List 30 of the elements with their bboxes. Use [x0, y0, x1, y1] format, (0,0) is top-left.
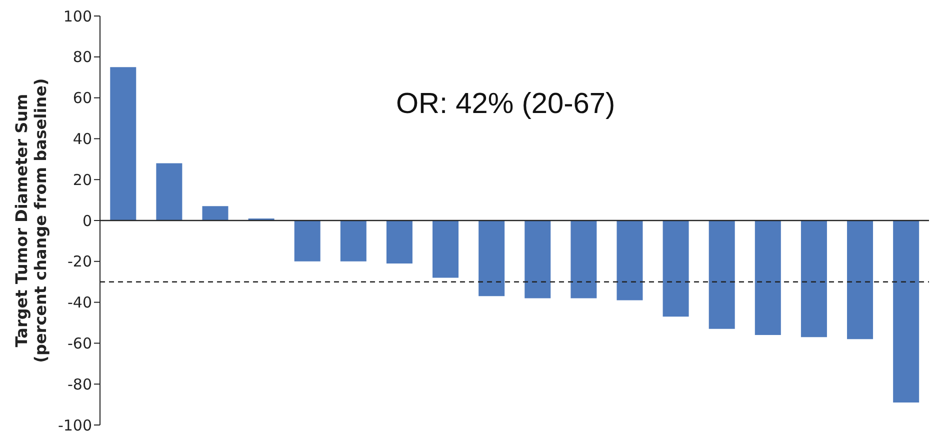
bar — [662, 220, 689, 317]
y-tick-label: 60 — [72, 89, 92, 108]
bar — [202, 206, 228, 220]
y-tick-label: -100 — [58, 416, 92, 434]
bar — [893, 220, 920, 403]
bar — [847, 220, 874, 340]
bar — [340, 220, 366, 262]
y-tick-label: 40 — [72, 130, 92, 148]
y-axis-title: Target Tumor Diameter Sum (percent change from baseline) — [12, 78, 50, 363]
y-tick-label: -40 — [68, 294, 92, 312]
y-tick-label: 100 — [63, 7, 92, 26]
y-tick-label: -60 — [68, 334, 92, 353]
y-tick-label: -80 — [68, 375, 92, 394]
bar — [754, 220, 781, 336]
y-tick-label: 0 — [82, 212, 92, 230]
y-tick-label: 80 — [72, 48, 92, 66]
bar — [478, 220, 505, 296]
bar — [800, 220, 827, 338]
y-tick-label: 20 — [72, 170, 92, 189]
bar — [524, 220, 551, 298]
bar — [616, 220, 643, 300]
bar — [570, 220, 597, 298]
bar — [708, 220, 735, 329]
bar — [110, 67, 136, 220]
annotation: OR: 42% (20-67) — [396, 88, 616, 121]
bar — [386, 220, 412, 264]
y-tick-label: -20 — [68, 252, 92, 271]
bar — [294, 220, 320, 262]
bar — [156, 163, 182, 220]
bar — [432, 220, 459, 278]
